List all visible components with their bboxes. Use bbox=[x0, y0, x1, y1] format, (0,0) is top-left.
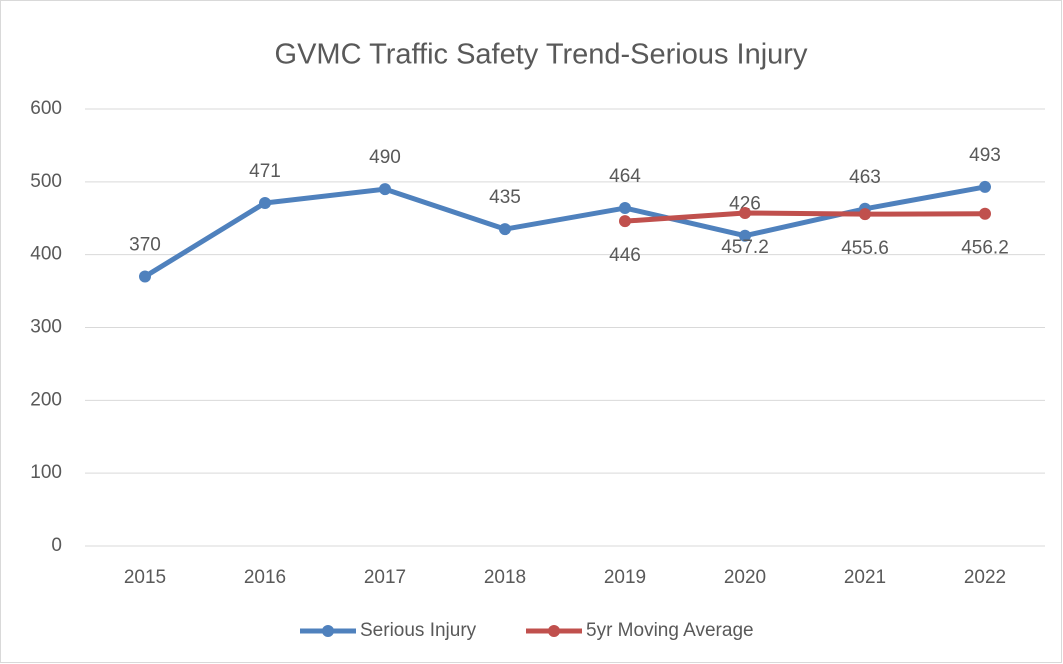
y-tick-label: 0 bbox=[51, 535, 62, 556]
legend-label: Serious Injury bbox=[360, 620, 477, 641]
x-tick-label: 2018 bbox=[484, 567, 526, 588]
point bbox=[619, 215, 631, 228]
legend-label: 5yr Moving Average bbox=[586, 620, 754, 641]
y-tick-label: 100 bbox=[30, 462, 62, 483]
point bbox=[139, 270, 151, 283]
data-label: 370 bbox=[129, 235, 161, 256]
point bbox=[739, 229, 751, 242]
data-label: 426 bbox=[729, 194, 761, 215]
y-tick-label: 300 bbox=[30, 317, 62, 338]
point bbox=[619, 202, 631, 215]
data-label: 457.2 bbox=[721, 237, 769, 258]
chart-title: GVMC Traffic Safety Trend-Serious Injury bbox=[275, 39, 808, 71]
data-label: 455.6 bbox=[841, 238, 889, 259]
y-tick-label: 500 bbox=[30, 171, 62, 192]
point bbox=[379, 183, 391, 196]
data-label: 471 bbox=[249, 161, 281, 182]
point bbox=[499, 223, 511, 236]
x-tick-label: 2015 bbox=[124, 567, 166, 588]
series-line bbox=[624, 210, 986, 224]
point bbox=[979, 207, 991, 220]
data-label: 456.2 bbox=[961, 238, 1009, 259]
point bbox=[739, 207, 751, 220]
legend-marker bbox=[322, 625, 334, 637]
y-tick-label: 600 bbox=[30, 98, 62, 119]
data-label: 463 bbox=[849, 167, 881, 188]
y-tick-label: 200 bbox=[30, 389, 62, 410]
data-label: 490 bbox=[369, 147, 401, 168]
x-tick-label: 2017 bbox=[364, 567, 406, 588]
legend-marker bbox=[548, 625, 560, 637]
data-label: 464 bbox=[609, 166, 641, 187]
data-label: 493 bbox=[969, 145, 1001, 166]
y-tick-label: 400 bbox=[30, 244, 62, 265]
data-label: 435 bbox=[489, 187, 521, 208]
point bbox=[979, 180, 991, 193]
point bbox=[259, 196, 271, 209]
x-tick-label: 2020 bbox=[724, 567, 766, 588]
x-tick-label: 2022 bbox=[964, 567, 1006, 588]
data-label: 446 bbox=[609, 245, 641, 266]
x-tick-label: 2019 bbox=[604, 567, 646, 588]
x-tick-label: 2021 bbox=[844, 567, 886, 588]
x-tick-label: 2016 bbox=[244, 567, 286, 588]
point bbox=[859, 208, 871, 221]
